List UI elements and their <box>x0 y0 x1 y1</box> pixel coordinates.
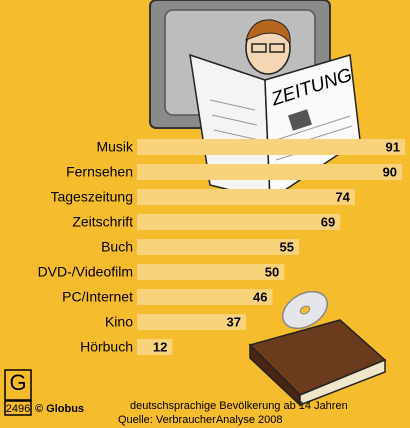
logo: G 2496 <box>4 369 32 416</box>
value-label: 90 <box>383 164 397 179</box>
note: deutschsprachige Bevölkerung ab 14 Jahre… <box>130 400 348 412</box>
bar <box>137 314 246 330</box>
value-label: 69 <box>321 214 335 229</box>
value-label: 12 <box>153 339 167 354</box>
bar <box>137 164 403 180</box>
category-label: Buch <box>101 239 133 255</box>
bar <box>137 339 173 355</box>
category-label: PC/Internet <box>62 289 133 305</box>
category-label: Fernsehen <box>66 164 133 180</box>
bar <box>137 239 299 255</box>
bar <box>137 214 341 230</box>
copyright: © Globus <box>35 403 84 415</box>
value-label: 46 <box>253 289 267 304</box>
graphic-number: 2496 <box>6 403 30 415</box>
value-label: 50 <box>265 264 279 279</box>
source: Quelle: VerbraucherAnalyse 2008 <box>118 414 283 426</box>
category-label: Kino <box>105 314 133 330</box>
value-label: 91 <box>386 139 400 154</box>
illustration: ZEITUNG <box>149 0 387 407</box>
value-label: 55 <box>280 239 294 254</box>
value-label: 74 <box>335 189 350 204</box>
category-label: Hörbuch <box>80 339 133 355</box>
bar <box>137 189 355 205</box>
category-label: Zeitschrift <box>72 214 133 230</box>
category-label: DVD-/Videofilm <box>38 264 133 280</box>
bar <box>137 289 273 305</box>
category-label: Musik <box>96 139 134 155</box>
bar <box>137 139 405 155</box>
bar <box>137 264 285 280</box>
logo-letter: G <box>9 370 26 395</box>
category-label: Tageszeitung <box>50 189 133 205</box>
value-label: 37 <box>226 314 240 329</box>
